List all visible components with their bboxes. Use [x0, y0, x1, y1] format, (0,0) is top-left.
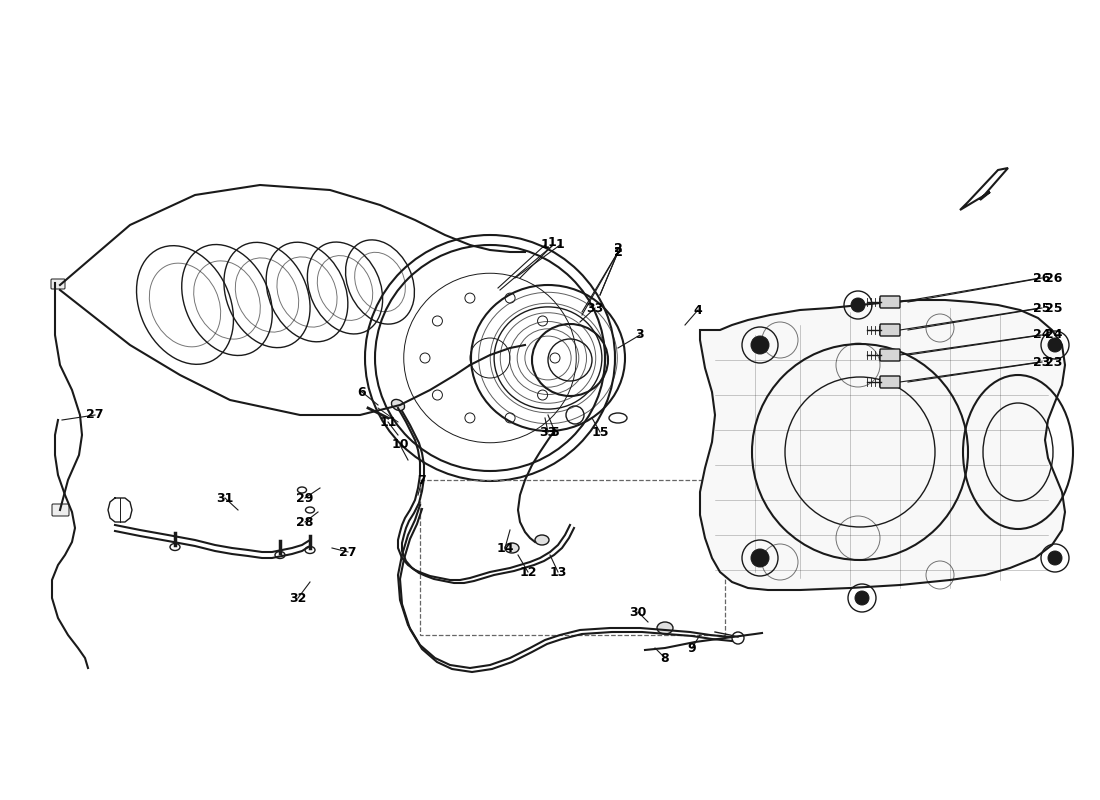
Ellipse shape — [392, 399, 405, 410]
Text: 12: 12 — [519, 566, 537, 578]
Text: 2: 2 — [614, 246, 623, 258]
Text: 13: 13 — [549, 566, 566, 578]
Text: 33: 33 — [586, 302, 604, 314]
Text: 26: 26 — [1045, 271, 1063, 285]
FancyBboxPatch shape — [880, 296, 900, 308]
FancyBboxPatch shape — [880, 324, 900, 336]
Text: 33: 33 — [539, 426, 557, 438]
Ellipse shape — [505, 543, 519, 553]
Text: 30: 30 — [629, 606, 647, 618]
Circle shape — [851, 298, 865, 312]
Text: 2: 2 — [614, 242, 623, 254]
Text: 27: 27 — [86, 409, 103, 422]
Text: 7: 7 — [418, 474, 427, 486]
FancyBboxPatch shape — [880, 376, 900, 388]
Text: 2: 2 — [614, 246, 623, 258]
Text: 4: 4 — [694, 303, 703, 317]
Circle shape — [751, 549, 769, 567]
Polygon shape — [700, 300, 1065, 590]
Text: 5: 5 — [551, 426, 560, 438]
Text: 10: 10 — [392, 438, 409, 451]
Text: 8: 8 — [661, 651, 669, 665]
Text: 11: 11 — [379, 415, 397, 429]
Circle shape — [855, 591, 869, 605]
Text: 14: 14 — [496, 542, 514, 554]
Text: 1: 1 — [540, 238, 549, 251]
Text: 9: 9 — [688, 642, 696, 654]
Polygon shape — [960, 168, 1008, 210]
Text: 1: 1 — [548, 235, 557, 249]
FancyBboxPatch shape — [52, 504, 69, 516]
Text: 29: 29 — [296, 491, 314, 505]
Text: 26: 26 — [1033, 271, 1050, 285]
FancyBboxPatch shape — [880, 349, 900, 361]
Text: 27: 27 — [339, 546, 356, 558]
Text: 25: 25 — [1033, 302, 1050, 314]
Text: 32: 32 — [289, 591, 307, 605]
Text: 23: 23 — [1045, 355, 1063, 369]
Bar — [420, 480, 725, 635]
Ellipse shape — [535, 535, 549, 545]
Text: 28: 28 — [296, 515, 314, 529]
Text: 23: 23 — [1033, 355, 1050, 369]
Text: 25: 25 — [1045, 302, 1063, 314]
Text: 24: 24 — [1033, 329, 1050, 342]
Circle shape — [1048, 338, 1062, 352]
Text: 24: 24 — [1045, 329, 1063, 342]
Circle shape — [1048, 551, 1062, 565]
Text: 31: 31 — [217, 491, 233, 505]
Ellipse shape — [657, 622, 673, 634]
Text: 6: 6 — [358, 386, 366, 398]
Text: 15: 15 — [592, 426, 608, 438]
FancyBboxPatch shape — [51, 279, 65, 289]
Circle shape — [751, 336, 769, 354]
Text: 1: 1 — [556, 238, 564, 251]
Text: 3: 3 — [636, 329, 645, 342]
